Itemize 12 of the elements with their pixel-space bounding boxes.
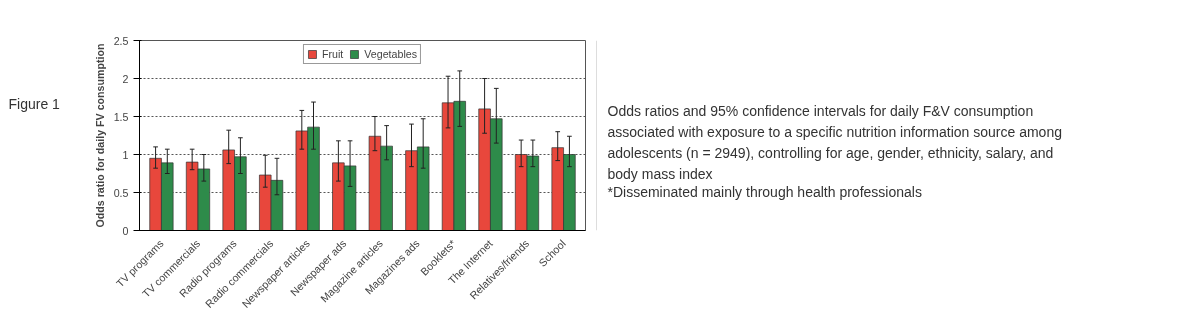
legend-label: Fruit (321, 48, 344, 60)
y-tick-label: 0 (122, 224, 129, 237)
y-axis-title: Odds ratio for daily FV consumption (93, 43, 106, 228)
caption: Figure 1 (8, 96, 61, 113)
text: Odds ratios and 95% confidence intervals for daily F&V consumption associated with exposure to a specific nutrition information source among adolescents (n = 2949), controlling for age, gender, ethnicity, salary, and body mass index (607, 103, 1062, 182)
y-tick-label: 1 (122, 148, 129, 161)
y-tick-label: 2 (122, 72, 129, 85)
text: *Disseminated mainly through health professionals (607, 184, 922, 201)
y-tick-label: 2.5 (113, 34, 129, 47)
legend-label: Vegetables (364, 48, 418, 60)
y-tick-label: 0.5 (113, 186, 129, 199)
y-tick-label: 1.5 (113, 110, 129, 123)
